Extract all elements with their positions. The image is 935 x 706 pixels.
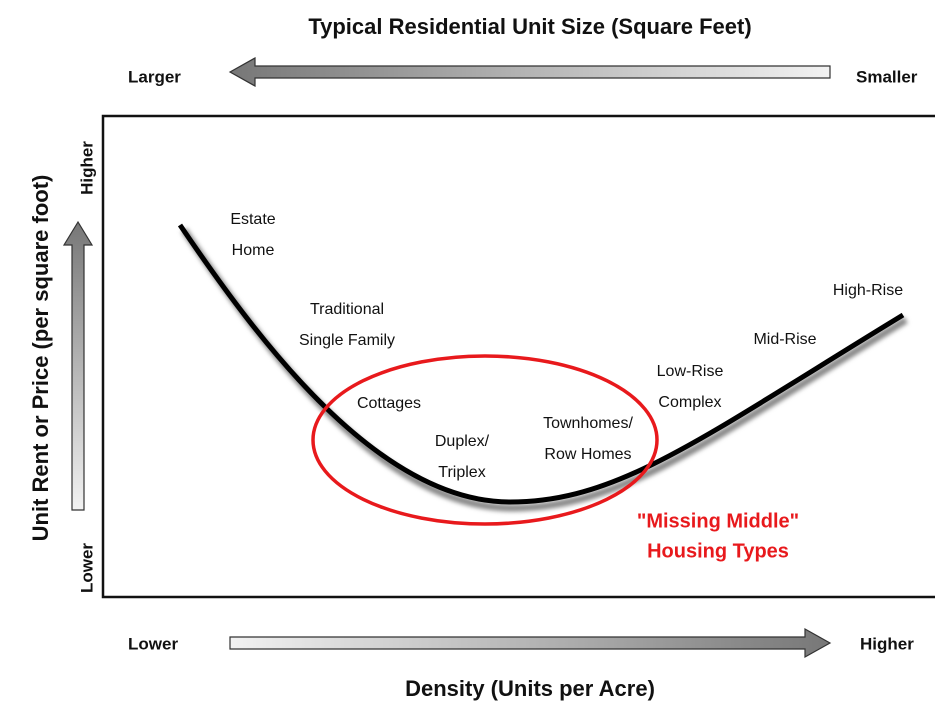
x-axis-label: Density (Units per Acre)	[405, 676, 655, 701]
callout-line: Housing Types	[647, 540, 789, 562]
housing-type-label: High-Rise	[833, 282, 903, 299]
housing-type-label: Cottages	[357, 395, 421, 412]
price-curve	[177, 223, 905, 505]
top-left-label: Larger	[128, 67, 181, 86]
housing-type-label: Complex	[658, 394, 721, 411]
housing-type-label: Townhomes/	[543, 415, 633, 432]
housing-type-label: Duplex/	[435, 433, 490, 450]
housing-type-label: Low-Rise	[657, 363, 724, 380]
density-arrow	[229, 627, 832, 659]
housing-type-label: Single Family	[299, 332, 395, 349]
price-arrow	[62, 220, 94, 511]
y-bottom-label: Lower	[77, 543, 96, 593]
missing-middle-ellipse	[311, 354, 659, 526]
callout-line: "Missing Middle"	[637, 510, 799, 532]
y-axis-label: Unit Rent or Price (per square foot)	[28, 175, 53, 542]
top-right-label: Smaller	[856, 67, 918, 86]
y-top-label: Higher	[77, 141, 96, 195]
housing-type-label: Estate	[230, 211, 275, 228]
bottom-right-label: Higher	[860, 634, 914, 653]
housing-type-label: Mid-Rise	[753, 331, 816, 348]
housing-type-label: Traditional	[310, 301, 384, 318]
housing-type-label: Row Homes	[544, 446, 631, 463]
housing-type-label: Home	[232, 242, 275, 259]
bottom-left-label: Lower	[128, 634, 178, 653]
size-arrow	[228, 56, 831, 88]
housing-type-label: Triplex	[438, 464, 485, 481]
title: Typical Residential Unit Size (Square Fe…	[308, 14, 751, 39]
